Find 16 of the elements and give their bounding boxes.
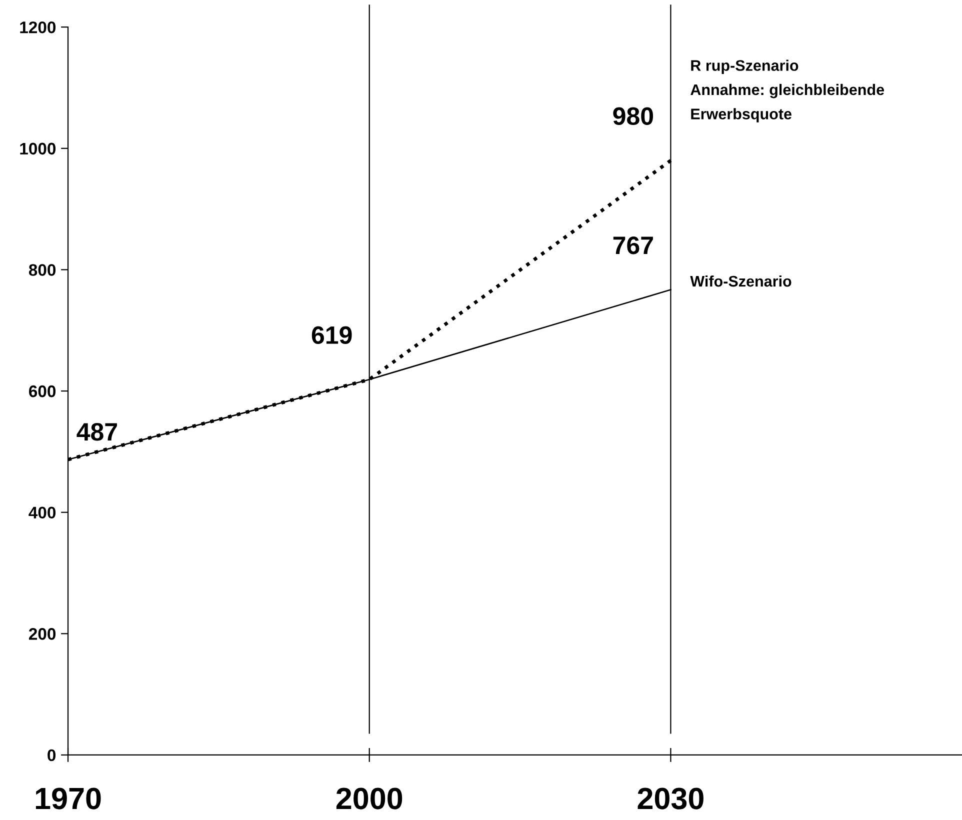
y-tick-label: 0 <box>48 749 56 762</box>
x-tick-label: 2000 <box>336 788 402 810</box>
y-tick-label: 400 <box>28 506 56 519</box>
series-label: Wifo-Szenario <box>690 275 792 287</box>
data-label: 619 <box>312 326 352 344</box>
y-tick-label: 800 <box>28 264 56 276</box>
y-tick-label: 1200 <box>20 21 56 34</box>
y-tick-label: 1000 <box>20 142 56 155</box>
data-label: 767 <box>613 236 653 254</box>
data-label: 487 <box>76 423 117 441</box>
x-tick-label: 1970 <box>36 788 101 810</box>
text: R rup-Szenario Annahme: gleichbleibende Erwerbsquote <box>690 60 884 122</box>
data-label: 980 <box>613 107 654 126</box>
y-tick-label: 600 <box>29 385 56 398</box>
x-tick-label: 2030 <box>638 788 704 810</box>
y-tick-label: 200 <box>28 628 56 640</box>
